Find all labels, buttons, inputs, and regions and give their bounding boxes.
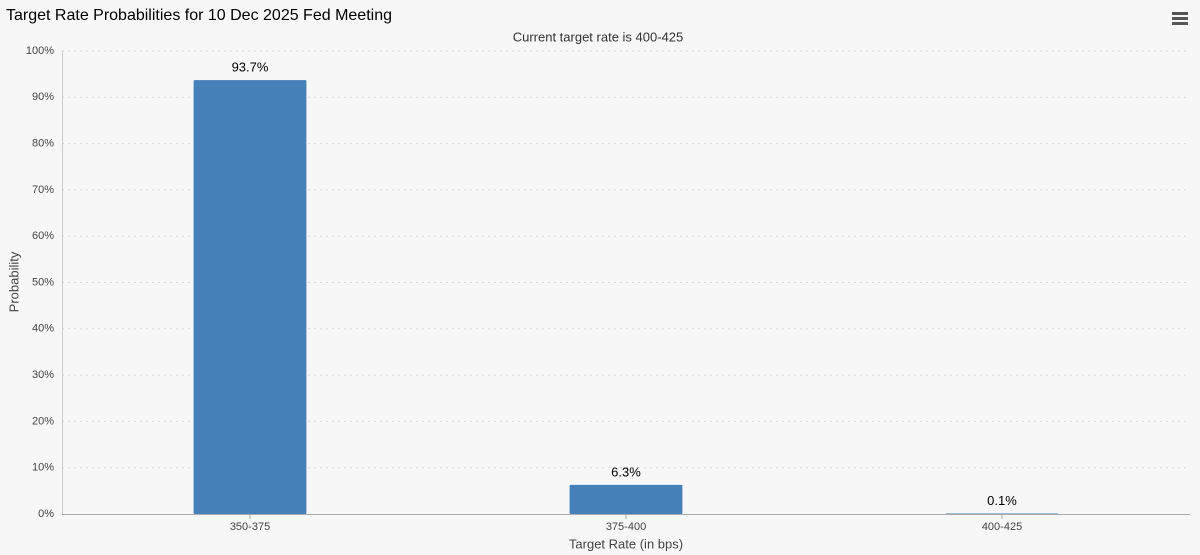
y-tick-label: 70%	[32, 184, 54, 196]
y-tick-label: 50%	[32, 276, 54, 288]
y-tick-label: 40%	[32, 323, 54, 335]
menu-bar	[1172, 12, 1188, 15]
data-label: 6.3%	[611, 464, 641, 479]
data-label: 0.1%	[987, 493, 1017, 508]
bar	[193, 80, 307, 514]
menu-button[interactable]	[1172, 12, 1188, 25]
y-tick-label: 100%	[26, 45, 54, 57]
menu-bar	[1172, 22, 1188, 25]
chart-title: Target Rate Probabilities for 10 Dec 202…	[6, 7, 392, 24]
y-tick-label: 90%	[32, 91, 54, 103]
x-tick-label: 350-375	[230, 521, 270, 533]
x-axis-label: Target Rate (in bps)	[569, 536, 683, 551]
y-axis-label: Probability	[6, 251, 21, 312]
bar	[569, 484, 683, 514]
y-tick-label: 80%	[32, 138, 54, 150]
y-tick-label: 20%	[32, 415, 54, 427]
menu-bar	[1172, 17, 1188, 20]
y-tick-label: 60%	[32, 230, 54, 242]
x-tick-label: 400-425	[982, 521, 1022, 533]
y-tick-label: 30%	[32, 369, 54, 381]
x-tick-label: 375-400	[606, 521, 646, 533]
chart-subtitle: Current target rate is 400-425	[513, 29, 684, 44]
data-label: 93.7%	[232, 60, 269, 75]
y-tick-label: 0%	[38, 508, 54, 520]
y-tick-label: 10%	[32, 462, 54, 474]
